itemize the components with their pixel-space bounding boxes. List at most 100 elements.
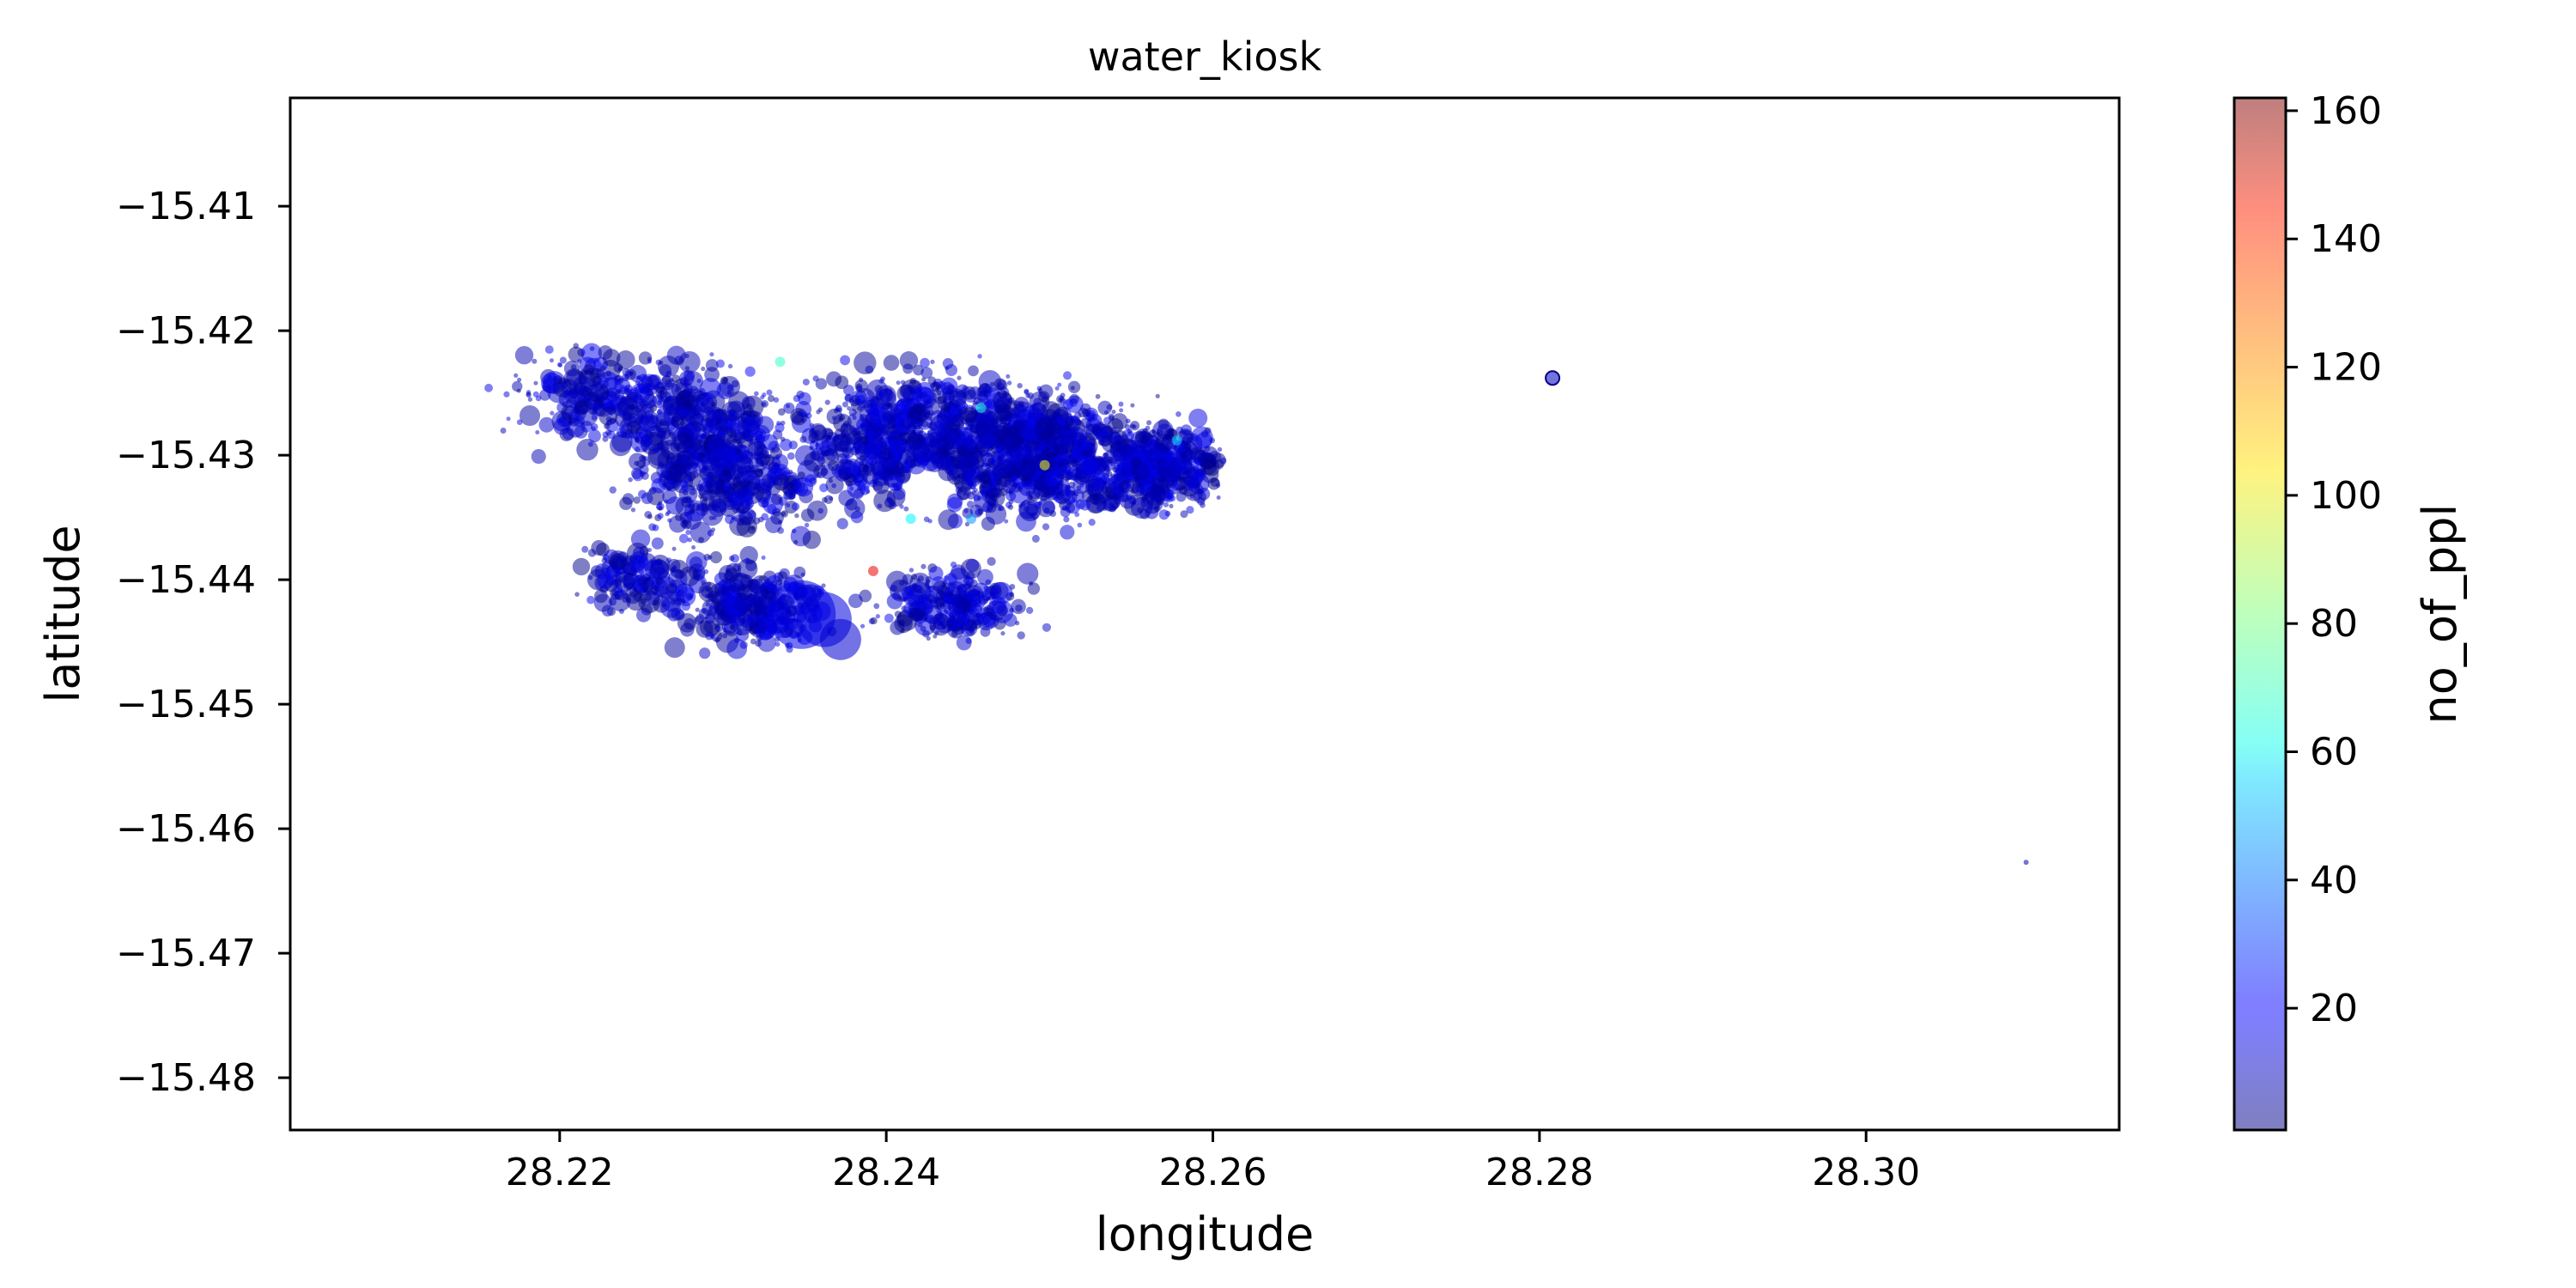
cluster-point bbox=[783, 402, 795, 414]
cluster-point bbox=[729, 572, 752, 596]
cluster-point bbox=[711, 431, 717, 437]
cluster-point bbox=[1027, 392, 1034, 399]
cluster-point bbox=[681, 519, 692, 530]
cluster-point bbox=[860, 436, 870, 446]
cluster-point bbox=[921, 377, 927, 382]
cluster-point bbox=[1057, 460, 1064, 467]
cluster-point bbox=[945, 387, 953, 395]
cluster-point bbox=[852, 443, 862, 453]
cluster-point bbox=[703, 477, 710, 484]
cluster-point bbox=[628, 432, 635, 438]
cluster-point bbox=[514, 345, 534, 365]
x-axis: 28.22 28.24 28.26 28.28 28.30 bbox=[506, 1130, 1920, 1194]
cluster-point bbox=[990, 416, 1002, 428]
y-tick-label: −15.45 bbox=[116, 683, 256, 726]
cluster-point bbox=[1171, 458, 1176, 463]
cluster-point bbox=[881, 410, 892, 421]
cluster-point bbox=[623, 575, 629, 580]
cluster-point bbox=[526, 392, 531, 397]
x-tick-label: 28.22 bbox=[506, 1151, 614, 1194]
cluster-point bbox=[965, 558, 980, 573]
cluster-point bbox=[771, 453, 789, 471]
y-tick-label: −15.43 bbox=[116, 434, 256, 477]
cluster-point bbox=[813, 465, 828, 479]
cluster-point bbox=[969, 606, 974, 611]
cluster-point bbox=[629, 453, 647, 471]
cluster-point bbox=[606, 607, 617, 617]
cluster-point bbox=[937, 426, 948, 437]
cluster-point bbox=[729, 624, 735, 630]
cluster-point bbox=[754, 391, 759, 397]
cluster-point bbox=[1056, 428, 1074, 446]
cluster-point bbox=[859, 377, 864, 382]
cluster-point bbox=[535, 395, 542, 402]
cluster-point bbox=[737, 416, 760, 439]
cluster-point bbox=[903, 506, 909, 512]
cluster-point bbox=[598, 345, 613, 360]
cluster-point bbox=[669, 514, 687, 533]
cluster-point bbox=[1155, 393, 1160, 398]
cluster-point bbox=[1017, 562, 1039, 585]
cluster-point bbox=[1135, 428, 1151, 445]
cluster-point bbox=[655, 418, 670, 434]
cluster-point bbox=[1166, 492, 1172, 497]
cluster-point bbox=[641, 492, 653, 505]
cluster-point bbox=[1131, 461, 1151, 481]
cluster-point bbox=[806, 500, 828, 521]
cluster-point bbox=[1000, 630, 1005, 636]
cluster-point bbox=[709, 456, 721, 468]
cluster-point bbox=[821, 583, 826, 588]
cluster-point bbox=[1109, 435, 1127, 452]
cluster-point bbox=[840, 355, 850, 366]
cluster-point bbox=[797, 471, 805, 480]
cluster-point bbox=[800, 572, 805, 577]
cluster-point bbox=[670, 566, 677, 574]
cluster-point bbox=[786, 646, 793, 653]
data-point bbox=[867, 565, 878, 576]
cluster-point bbox=[1163, 501, 1170, 507]
cluster-point bbox=[749, 438, 756, 445]
cluster-point bbox=[1195, 432, 1212, 449]
cluster-point bbox=[602, 435, 609, 442]
cluster-point bbox=[980, 481, 987, 489]
cluster-point bbox=[767, 395, 775, 403]
cluster-point bbox=[987, 444, 992, 449]
cluster-point bbox=[639, 471, 646, 477]
cluster-point bbox=[990, 493, 998, 501]
cluster-point bbox=[513, 373, 519, 378]
cluster-point bbox=[596, 543, 610, 556]
cluster-point bbox=[1084, 455, 1089, 460]
cluster-point bbox=[886, 393, 892, 399]
cluster-point bbox=[885, 570, 908, 593]
y-axis: −15.41 −15.42 −15.43 −15.44 −15.45 −15.46 −15.… bbox=[116, 185, 290, 1100]
cluster-point bbox=[657, 355, 680, 378]
cluster-point bbox=[873, 603, 880, 610]
cluster-point bbox=[786, 502, 791, 507]
cluster-point bbox=[641, 440, 647, 445]
cluster-point bbox=[747, 526, 756, 534]
cluster-point bbox=[579, 386, 590, 397]
cluster-point bbox=[1017, 631, 1025, 640]
cluster-point bbox=[987, 452, 993, 458]
cluster-point bbox=[791, 410, 805, 424]
cluster-point bbox=[989, 381, 995, 387]
cluster-point bbox=[940, 402, 951, 413]
cluster-point bbox=[843, 385, 854, 396]
cluster-point bbox=[698, 452, 705, 459]
cluster-point bbox=[637, 577, 642, 582]
cluster-point bbox=[709, 550, 722, 564]
y-tick-label: −15.41 bbox=[116, 185, 256, 228]
cluster-point bbox=[754, 468, 763, 477]
cluster-point bbox=[1151, 481, 1170, 501]
cluster-point bbox=[1065, 484, 1070, 489]
cluster-point bbox=[938, 509, 959, 531]
cluster-point bbox=[683, 462, 690, 468]
colorbar bbox=[2234, 98, 2286, 1130]
cluster-point bbox=[628, 477, 633, 483]
cluster-point bbox=[867, 404, 886, 423]
cluster-point bbox=[894, 410, 902, 418]
cluster-point bbox=[1079, 499, 1091, 511]
cluster-point bbox=[1180, 510, 1188, 519]
cluster-point bbox=[981, 423, 993, 436]
colorbar-tick-label: 140 bbox=[2310, 217, 2382, 261]
